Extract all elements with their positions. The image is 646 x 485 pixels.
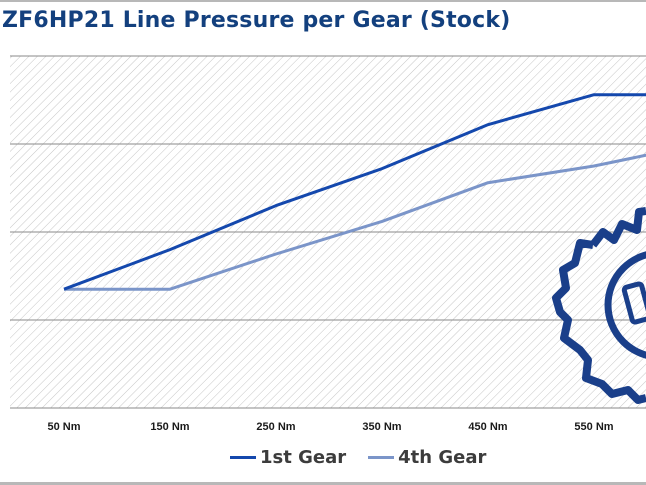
x-tick-label: 150 Nm <box>150 421 189 433</box>
x-tick-label: 450 Nm <box>468 421 507 433</box>
legend-swatch-4th-gear <box>368 456 395 459</box>
legend-item-4th-gear: 4th Gear <box>368 447 486 468</box>
x-tick-label: 350 Nm <box>362 421 401 433</box>
bottom-border <box>0 482 646 485</box>
legend: 1st Gear 4th Gear <box>230 447 486 468</box>
x-tick-label: 550 Nm <box>574 421 613 433</box>
top-border <box>0 0 646 2</box>
legend-swatch-1st-gear <box>230 456 256 459</box>
series-line-4th-gear <box>64 153 646 291</box>
x-tick-label: 250 Nm <box>256 421 295 433</box>
gear-transmission-icon <box>552 207 646 404</box>
legend-label-1st-gear: 1st Gear <box>260 447 347 468</box>
legend-label-4th-gear: 4th Gear <box>398 447 487 468</box>
chart-title: ZF6HP21 Line Pressure per Gear (Stock) <box>2 8 511 33</box>
legend-item-1st-gear: 1st Gear <box>230 447 346 468</box>
x-tick-label: 50 Nm <box>47 421 80 433</box>
series-line-1st-gear <box>63 93 646 291</box>
